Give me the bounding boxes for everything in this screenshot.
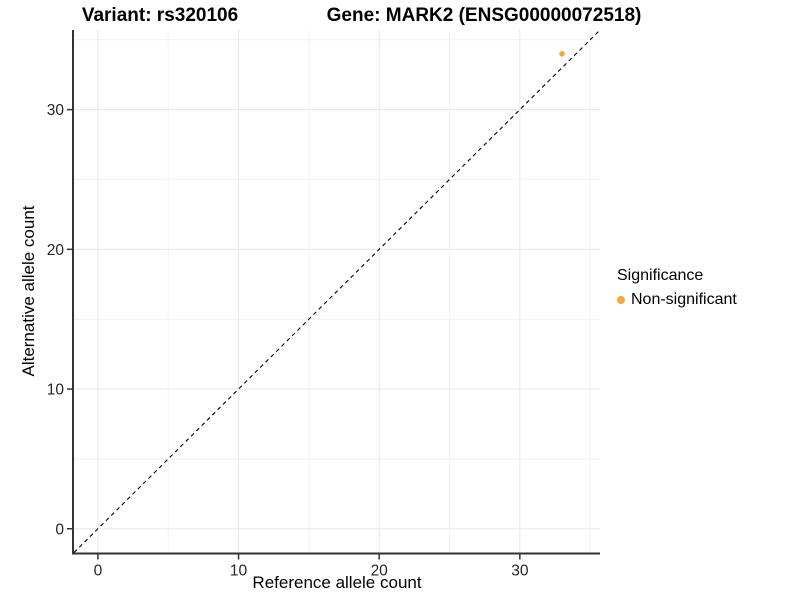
x-axis-title: Reference allele count (252, 573, 422, 592)
legend: Significance Non-significant (617, 267, 737, 309)
x-tick-label: 20 (371, 563, 389, 580)
legend-title: Significance (617, 267, 704, 284)
identity-line (73, 29, 601, 553)
y-axis-title: Alternative allele count (19, 205, 38, 377)
x-tick-label: 30 (511, 563, 529, 580)
y-tick-label: 20 (47, 242, 65, 259)
legend-item: Non-significant (617, 291, 737, 309)
plot-title-gene: Gene: MARK2 (ENSG00000072518) (326, 5, 642, 26)
y-tick-label: 30 (47, 102, 65, 119)
legend-point-icon (617, 296, 625, 304)
data-point (559, 50, 565, 57)
x-tick-label: 0 (94, 563, 103, 580)
y-tick-label: 10 (47, 382, 65, 399)
plot-title-variant: Variant: rs320106 (81, 5, 239, 26)
x-tick-label: 10 (230, 563, 248, 580)
y-tick-label: 0 (55, 521, 64, 538)
legend-item-label: Non-significant (631, 291, 737, 308)
